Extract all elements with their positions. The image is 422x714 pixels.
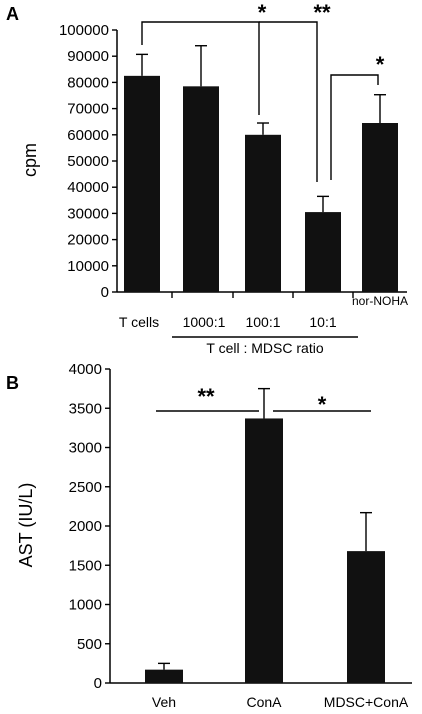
panel-a-y-tick-label: 30000: [67, 205, 109, 222]
panel-a-category-label: 1000:1: [183, 314, 226, 330]
panel-a-bar: [183, 86, 219, 292]
panel-b-y-tick-label: 2000: [69, 518, 102, 535]
panel-b-y-tick-label: 2500: [69, 479, 102, 496]
panel-a-significance-bracket: [259, 21, 318, 182]
panel-a-y-tick-label: 90000: [67, 48, 109, 65]
panel-a-significance-label: **: [313, 0, 331, 25]
panel-b-y-tick-label: 0: [94, 675, 102, 692]
panel-a-category-label: 10:1: [309, 314, 336, 330]
panel-b-y-tick-label: 3500: [69, 400, 102, 417]
panel-a-label: A: [6, 4, 19, 24]
panel-b-categories: Veh ConA MDSC+ConA: [152, 694, 409, 710]
panel-a-significance-label: *: [376, 52, 385, 77]
panel-a-y-tick-label: 70000: [67, 101, 109, 118]
panel-a-y-tick-label: 10000: [67, 258, 109, 275]
panel-a-bars: [124, 45, 398, 292]
panel-a-significance-label: *: [258, 0, 267, 25]
panel-b-y-tick-label: 3000: [69, 440, 102, 457]
panel-a-y-tick-label: 20000: [67, 232, 109, 249]
panel-b-chart: B AST (IU/L) 0 500 1000 1500 2000 2500 3000 350…: [6, 361, 412, 710]
panel-b-bar: [347, 551, 385, 683]
panel-a-y-ticks: 0 10000 20000 30000 40000 50000 60000 70000 8000…: [59, 22, 117, 301]
panel-a-bar: [362, 123, 398, 292]
panel-b-y-tick-label: 1000: [69, 597, 102, 614]
panel-a-bar: [124, 75, 160, 292]
panel-a-bar: [305, 212, 341, 292]
panel-a-significance-bracket: [141, 21, 260, 115]
panel-a-bar: [245, 134, 281, 292]
panel-a-y-tick-label: 100000: [59, 22, 109, 39]
panel-a-category-label: T cells: [119, 314, 159, 330]
panel-b-bar: [145, 669, 183, 683]
panel-b-y-ticks: 0 500 1000 1500 2000 2500 3000 3500 4000: [69, 361, 110, 692]
panel-b-significance: ** *: [156, 384, 371, 417]
panel-b-significance-label: *: [318, 392, 327, 417]
panel-a-significance: * ***: [141, 0, 385, 182]
panel-b-y-tick-label: 500: [77, 636, 102, 653]
panel-a-chart: A cpm 0 10000 20000 30000 40000 50000 60000 700…: [6, 0, 408, 356]
panel-a-category-label: nor-NOHA: [352, 294, 408, 308]
panel-a-x-axis-label: T cell : MDSC ratio: [206, 340, 323, 356]
panel-a-y-tick-label: 80000: [67, 74, 109, 91]
panel-a-category-label: 100:1: [245, 314, 280, 330]
panel-a-y-tick-label: 50000: [67, 153, 109, 170]
panel-b-significance-label: **: [197, 384, 215, 409]
panel-b-category-label: ConA: [246, 694, 282, 710]
panel-a-y-tick-label: 60000: [67, 127, 109, 144]
panel-a-y-axis-label: cpm: [20, 143, 40, 177]
panel-b-category-label: MDSC+ConA: [324, 694, 409, 710]
panel-b-bar: [245, 418, 283, 683]
panel-b-category-label: Veh: [152, 694, 176, 710]
panel-a-y-tick-label: 0: [101, 284, 109, 301]
panel-a-y-tick-label: 40000: [67, 179, 109, 196]
panel-b-y-tick-label: 1500: [69, 557, 102, 574]
panel-a-significance-bracket: [330, 74, 379, 180]
panel-b-y-tick-label: 4000: [69, 361, 102, 378]
panel-b-y-axis-label: AST (IU/L): [16, 483, 36, 568]
panel-a-categories: T cells 1000:1 100:1 10:1 nor-NOHA: [119, 292, 408, 330]
panel-b-bars: [145, 387, 385, 683]
panel-b-label: B: [6, 373, 19, 393]
